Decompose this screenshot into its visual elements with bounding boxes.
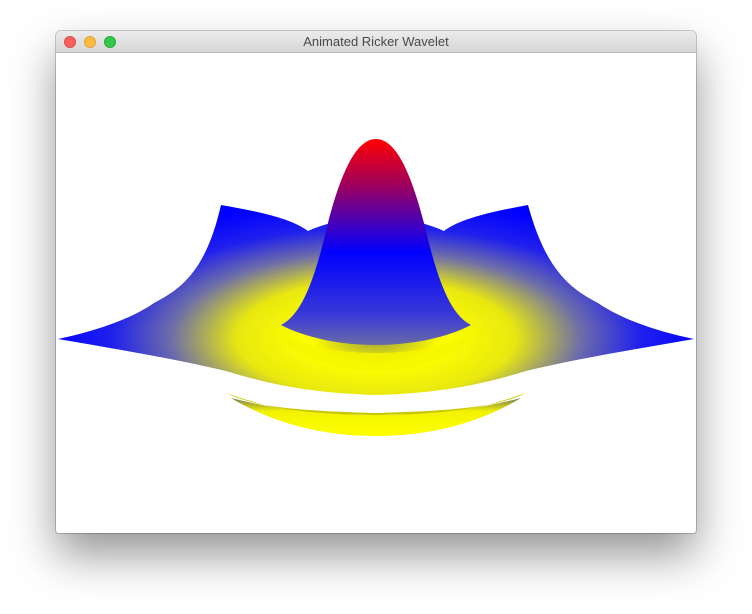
close-button[interactable]	[64, 36, 76, 48]
surface-peak	[281, 139, 471, 345]
window-title: Animated Ricker Wavelet	[303, 34, 449, 49]
title-bar[interactable]: Animated Ricker Wavelet	[56, 31, 696, 53]
zoom-button[interactable]	[104, 36, 116, 48]
surface-trough	[271, 325, 481, 371]
app-window: Animated Ricker Wavelet	[56, 31, 696, 533]
wavelet-surface	[58, 139, 694, 436]
render-canvas[interactable]	[56, 53, 696, 533]
surface-underside	[231, 398, 521, 436]
surface-rim	[226, 393, 526, 415]
minimize-button[interactable]	[84, 36, 96, 48]
